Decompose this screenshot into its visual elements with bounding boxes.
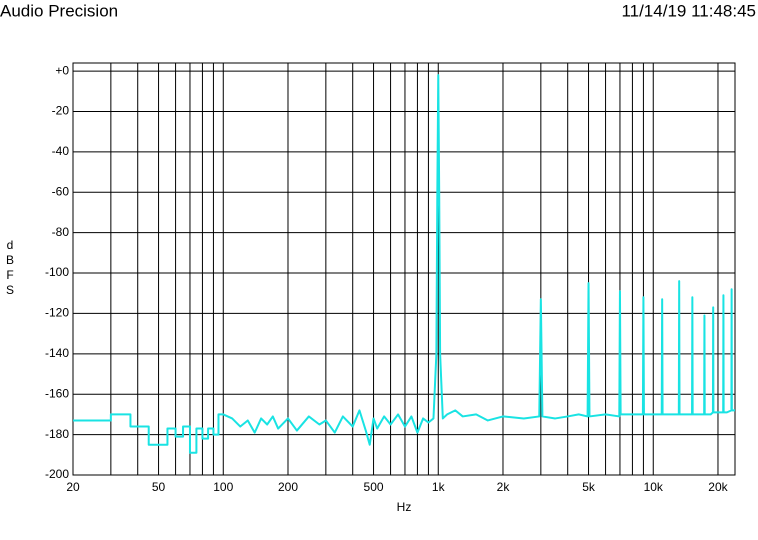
x-tick-label: 1k <box>432 480 446 494</box>
x-tick-label: 500 <box>364 480 384 494</box>
x-tick-label: 5k <box>582 480 596 494</box>
y-tick-label: -140 <box>45 346 69 360</box>
x-tick-label: 10k <box>644 480 664 494</box>
y-tick-label: -180 <box>45 427 69 441</box>
app-title: Audio Precision <box>0 1 118 20</box>
x-tick-label: 50 <box>152 480 166 494</box>
x-tick-label: 2k <box>497 480 511 494</box>
x-tick-label: 200 <box>278 480 298 494</box>
y-tick-label: -40 <box>52 144 70 158</box>
y-tick-label: -160 <box>45 386 69 400</box>
x-axis-label: Hz <box>397 500 412 514</box>
y-tick-label: -120 <box>45 306 69 320</box>
y-tick-label: -80 <box>52 225 70 239</box>
plot-area <box>72 62 736 476</box>
y-tick-label: -200 <box>45 467 69 481</box>
y-tick-label: -20 <box>52 104 70 118</box>
spectrum-line <box>73 74 735 454</box>
y-tick-label: -60 <box>52 184 70 198</box>
y-tick-label: +0 <box>55 63 69 77</box>
x-tick-label: 20 <box>66 480 80 494</box>
y-axis-label: dBFS <box>3 238 17 298</box>
timestamp: 11/14/19 11:48:45 <box>621 1 756 20</box>
x-tick-label: 100 <box>213 480 233 494</box>
y-tick-label: -100 <box>45 265 69 279</box>
x-tick-label: 20k <box>708 480 728 494</box>
